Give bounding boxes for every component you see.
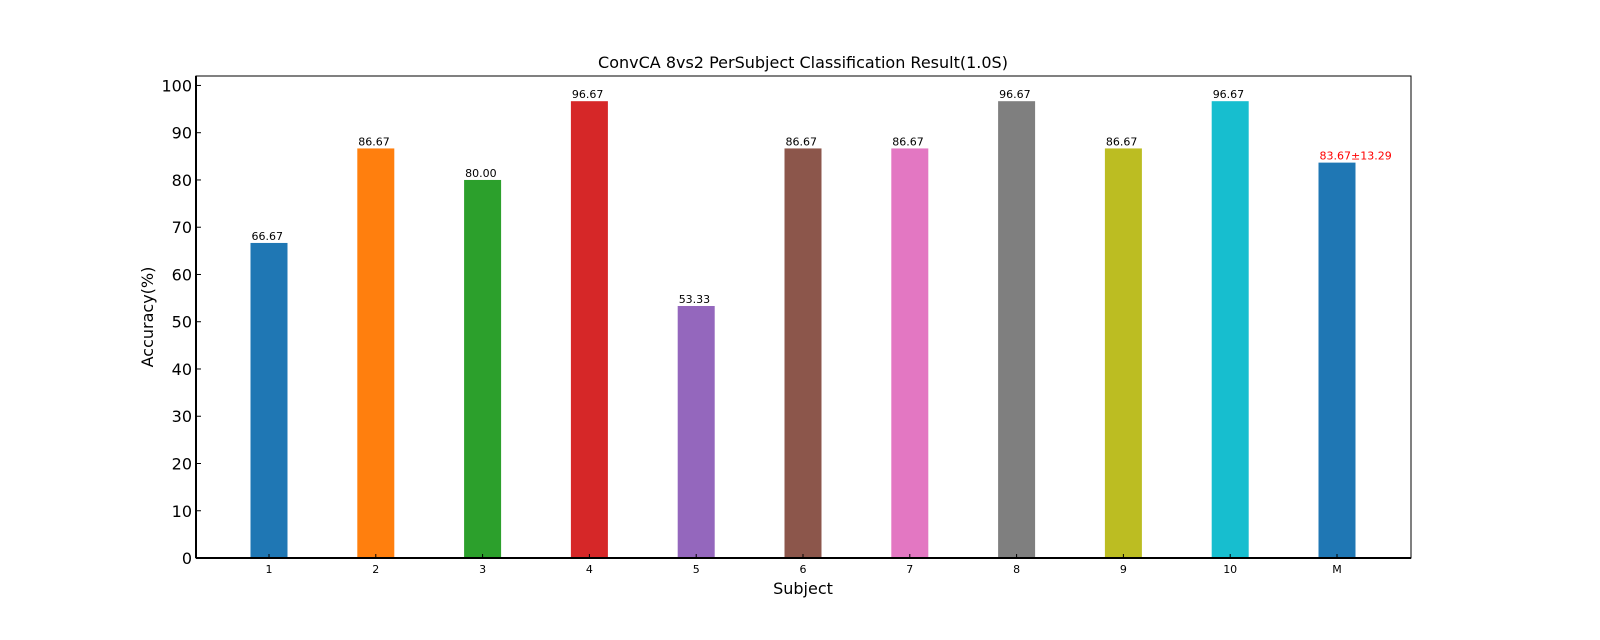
value-label-7: 86.67 <box>892 135 924 148</box>
bar-6 <box>784 148 822 558</box>
x-tick-label-6: 6 <box>800 563 807 576</box>
y-tick-label-50: 50 <box>172 313 192 332</box>
bar-10 <box>1211 101 1249 558</box>
bar-4 <box>570 101 608 558</box>
value-label-2: 86.67 <box>358 135 390 148</box>
y-tick-label-90: 90 <box>172 124 192 143</box>
x-tick-label-10: 10 <box>1223 563 1237 576</box>
y-tick-label-20: 20 <box>172 454 192 473</box>
y-tick-label-0: 0 <box>182 549 192 568</box>
y-tick-label-60: 60 <box>172 265 192 284</box>
x-tick-label-4: 4 <box>586 563 593 576</box>
value-label-10: 96.67 <box>1213 88 1245 101</box>
bar-5 <box>677 305 715 558</box>
bar-1 <box>250 242 288 558</box>
y-axis-ticks: 0 10 20 30 40 50 60 70 80 90 100 <box>161 76 201 568</box>
x-tick-label-8: 8 <box>1013 563 1020 576</box>
y-tick-label-40: 40 <box>172 360 192 379</box>
x-tick-label-9: 9 <box>1120 563 1127 576</box>
y-tick-label-100: 100 <box>161 76 192 95</box>
value-label-M: 83.67±13.29 <box>1320 150 1392 163</box>
bar-9 <box>1104 148 1142 558</box>
x-tick-label-2: 2 <box>372 563 379 576</box>
bar-8 <box>998 101 1036 558</box>
x-tick-label-3: 3 <box>479 563 486 576</box>
y-tick-label-10: 10 <box>172 502 192 521</box>
bar-M <box>1318 162 1356 558</box>
y-tick-label-70: 70 <box>172 218 192 237</box>
x-tick-label-5: 5 <box>693 563 700 576</box>
chart-title: ConvCA 8vs2 PerSubject Classification Re… <box>598 53 1008 72</box>
value-label-5: 53.33 <box>679 293 711 306</box>
x-tick-label-1: 1 <box>266 563 273 576</box>
y-axis-label: Accuracy(%) <box>138 267 157 368</box>
value-label-6: 86.67 <box>786 135 818 148</box>
x-axis-label: Subject <box>773 579 833 598</box>
bar-2 <box>357 148 395 558</box>
value-label-9: 86.67 <box>1106 135 1138 148</box>
value-label-1: 66.67 <box>252 230 284 243</box>
bar-3 <box>464 179 502 558</box>
value-label-8: 96.67 <box>999 88 1031 101</box>
bars-group <box>250 101 1356 558</box>
bar-7 <box>891 148 929 558</box>
value-label-4: 96.67 <box>572 88 604 101</box>
value-labels-group: 66.67 86.67 80.00 96.67 53.33 86.67 86.67 96.67… <box>252 88 1392 306</box>
value-label-3: 80.00 <box>465 167 497 180</box>
y-tick-label-80: 80 <box>172 171 192 190</box>
y-tick-label-30: 30 <box>172 407 192 426</box>
x-tick-label-M: M <box>1332 563 1342 576</box>
x-axis-ticks: 1 2 3 4 5 6 7 8 9 10 M <box>266 554 1342 576</box>
x-tick-label-7: 7 <box>906 563 913 576</box>
